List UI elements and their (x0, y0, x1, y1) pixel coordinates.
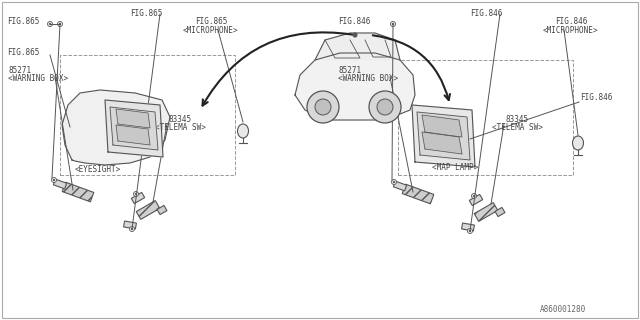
Polygon shape (62, 90, 170, 165)
Text: <TELEMA SW>: <TELEMA SW> (492, 123, 543, 132)
Bar (495, 207, 505, 217)
Circle shape (393, 181, 395, 183)
Bar (474, 203, 498, 221)
Text: FIG.865: FIG.865 (195, 17, 227, 26)
Circle shape (129, 227, 134, 231)
Polygon shape (417, 112, 470, 160)
Circle shape (51, 178, 56, 182)
Ellipse shape (573, 136, 584, 150)
Polygon shape (105, 100, 163, 157)
Bar (136, 201, 160, 220)
Circle shape (467, 228, 472, 234)
Circle shape (392, 180, 397, 185)
Circle shape (315, 99, 331, 115)
Text: FIG.865: FIG.865 (130, 9, 163, 18)
Ellipse shape (237, 124, 248, 138)
Text: FIG.846: FIG.846 (580, 93, 612, 102)
Text: 85271: 85271 (338, 66, 361, 75)
Circle shape (47, 21, 52, 27)
Circle shape (390, 21, 396, 27)
Text: <MICROPHONE>: <MICROPHONE> (543, 26, 598, 35)
Polygon shape (110, 107, 158, 150)
Circle shape (135, 193, 137, 195)
Polygon shape (116, 125, 150, 145)
Circle shape (377, 99, 393, 115)
Circle shape (49, 23, 51, 25)
Polygon shape (295, 53, 415, 120)
Text: FIG.865: FIG.865 (7, 17, 40, 26)
Bar (53, 179, 67, 189)
Polygon shape (116, 109, 150, 128)
Text: <EYESIGHT>: <EYESIGHT> (75, 165, 121, 174)
Polygon shape (422, 115, 462, 137)
Bar (124, 221, 136, 229)
Bar (60, 55, 235, 175)
Circle shape (469, 230, 471, 232)
Text: FIG.846: FIG.846 (470, 9, 502, 18)
Bar (131, 192, 145, 204)
Bar (469, 195, 483, 205)
Circle shape (473, 195, 475, 197)
Text: 83345: 83345 (505, 115, 528, 124)
Circle shape (307, 91, 339, 123)
Circle shape (58, 21, 63, 27)
Text: FIG.865: FIG.865 (7, 48, 40, 57)
Text: 83345: 83345 (168, 115, 191, 124)
Text: FIG.846: FIG.846 (555, 17, 588, 26)
Polygon shape (422, 132, 462, 154)
Bar (394, 181, 406, 191)
Bar (461, 223, 474, 231)
Circle shape (59, 23, 61, 25)
Text: <TELEMA SW>: <TELEMA SW> (155, 123, 206, 132)
Circle shape (53, 179, 55, 181)
Bar (157, 205, 167, 215)
Bar (398, 60, 573, 175)
Text: FIG.846: FIG.846 (338, 17, 371, 26)
Text: A860001280: A860001280 (540, 305, 586, 314)
Text: <WARNING BOX>: <WARNING BOX> (8, 74, 68, 83)
Bar (62, 182, 94, 202)
Text: <MAP LAMP>: <MAP LAMP> (432, 163, 478, 172)
Text: 85271: 85271 (8, 66, 31, 75)
Circle shape (472, 194, 477, 198)
Circle shape (131, 228, 133, 230)
Text: <WARNING BOX>: <WARNING BOX> (338, 74, 398, 83)
Circle shape (369, 91, 401, 123)
Polygon shape (412, 105, 475, 167)
Circle shape (392, 23, 394, 25)
Polygon shape (315, 33, 400, 60)
Circle shape (134, 191, 138, 196)
Circle shape (353, 33, 357, 37)
Text: <MICROPHONE>: <MICROPHONE> (183, 26, 239, 35)
Bar (402, 184, 434, 204)
